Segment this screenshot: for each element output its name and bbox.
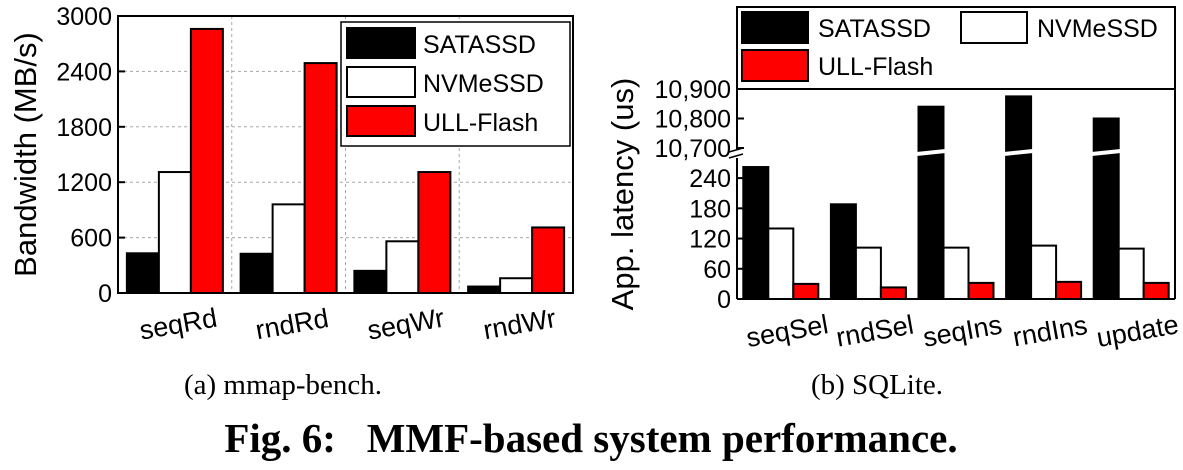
bar-seqsel-ull-flash — [792, 282, 820, 300]
bar-rndwr-ull-flash — [531, 226, 566, 294]
x-tick-label: seqIns — [921, 309, 1005, 352]
x-tick-label: seqWr — [365, 303, 447, 346]
x-tick-label: seqRd — [137, 303, 219, 346]
chart-a-mmap-bench: seqRd rndRd seqWr rndWr 0 600 1200 1800 2400 3000… — [8, 3, 574, 346]
legend-swatch-satassd — [741, 11, 809, 44]
y-tick-label: 600 — [70, 225, 112, 253]
legend-label-ull-flash: ULL-Flash — [423, 109, 538, 137]
bar-rndrd-nvmessd — [271, 203, 306, 294]
x-tick-label: seqSel — [744, 309, 831, 353]
legend-label-nvmessd: NVMeSSD — [1037, 15, 1158, 43]
bar-rndsel-ull-flash — [879, 286, 907, 301]
legend-label-satassd: SATASSD — [423, 31, 536, 59]
x-tick-label: rndRd — [253, 303, 331, 345]
bar-seqwr-satassd — [353, 269, 388, 294]
bar-rndins-nvmessd — [1030, 244, 1058, 300]
y-tick-label: 180 — [689, 195, 731, 223]
x-tick-label: rndIns — [1010, 310, 1089, 353]
y-axis-label: Bandwidth (MB/s) — [8, 32, 43, 277]
figure-caption: Fig. 6: MMF-based system performance. — [224, 415, 957, 461]
bar-rndins-ull-flash — [1055, 280, 1083, 301]
bar-break-mark — [1091, 149, 1121, 156]
y-tick-label: 10,900 — [655, 76, 731, 104]
bar-rndrd-ull-flash — [303, 62, 338, 295]
legend-swatch-ull-flash — [346, 105, 416, 137]
x-tick-label: rndSel — [834, 310, 916, 353]
bar-rndrd-satassd — [239, 252, 274, 294]
bar-seqrd-satassd — [125, 252, 160, 294]
y-tick-label: 120 — [689, 226, 731, 254]
y-tick-label: 0 — [98, 280, 112, 308]
y-tick-label: 10,800 — [655, 106, 731, 134]
bar-seqwr-nvmessd — [385, 240, 420, 294]
plot-frame — [117, 15, 574, 294]
bar-rndsel-nvmessd — [854, 246, 882, 300]
y-tick-label: 2400 — [56, 58, 112, 86]
axis-break-gap — [729, 149, 745, 158]
bar-seqins-nvmessd — [942, 246, 970, 300]
legend-swatch-nvmessd — [346, 66, 416, 98]
y-tick-label: 1200 — [56, 169, 112, 197]
y-tick-label: 10,700 — [655, 135, 731, 163]
legend-swatch-ull-flash — [741, 49, 809, 82]
bar-break-mark — [916, 149, 946, 156]
bar-seqsel-satassd — [742, 166, 770, 300]
legend-label-nvmessd: NVMeSSD — [423, 70, 544, 98]
axis-break-mark — [728, 153, 744, 159]
bar-rndwr-nvmessd — [499, 277, 534, 294]
legend-label-ull-flash: ULL-Flash — [818, 53, 933, 81]
y-tick-label: 0 — [717, 286, 731, 314]
y-tick-label: 240 — [689, 165, 731, 193]
legend-swatch-nvmessd — [960, 11, 1028, 44]
bar-seqrd-nvmessd — [157, 171, 192, 294]
y-axis-label: App. latency (us) — [605, 78, 640, 311]
bar-seqsel-nvmessd — [767, 227, 795, 300]
bar-update-satassd — [1092, 117, 1120, 300]
bar-update-nvmessd — [1117, 247, 1145, 300]
legend-box — [736, 6, 1176, 90]
caption-a: (a) mmap-bench. — [184, 369, 382, 401]
bar-seqins-ull-flash — [967, 281, 995, 300]
caption-b: (b) SQLite. — [811, 369, 943, 401]
bar-seqrd-ull-flash — [189, 27, 224, 294]
bar-seqins-satassd — [917, 105, 945, 300]
y-tick-label: 1800 — [56, 114, 112, 142]
bar-seqwr-ull-flash — [417, 171, 452, 294]
bar-rndsel-satassd — [829, 203, 857, 301]
x-tick-label: rndWr — [481, 303, 558, 345]
legend-swatch-satassd — [346, 27, 416, 59]
bar-rndins-satassd — [1005, 95, 1033, 300]
x-tick-label: update — [1094, 309, 1181, 353]
bar-update-ull-flash — [1142, 281, 1170, 300]
y-tick-label: 3000 — [56, 3, 112, 31]
y-tick-label: 60 — [703, 256, 731, 284]
bar-break-mark — [1003, 149, 1034, 156]
legend-label-satassd: SATASSD — [818, 15, 931, 43]
